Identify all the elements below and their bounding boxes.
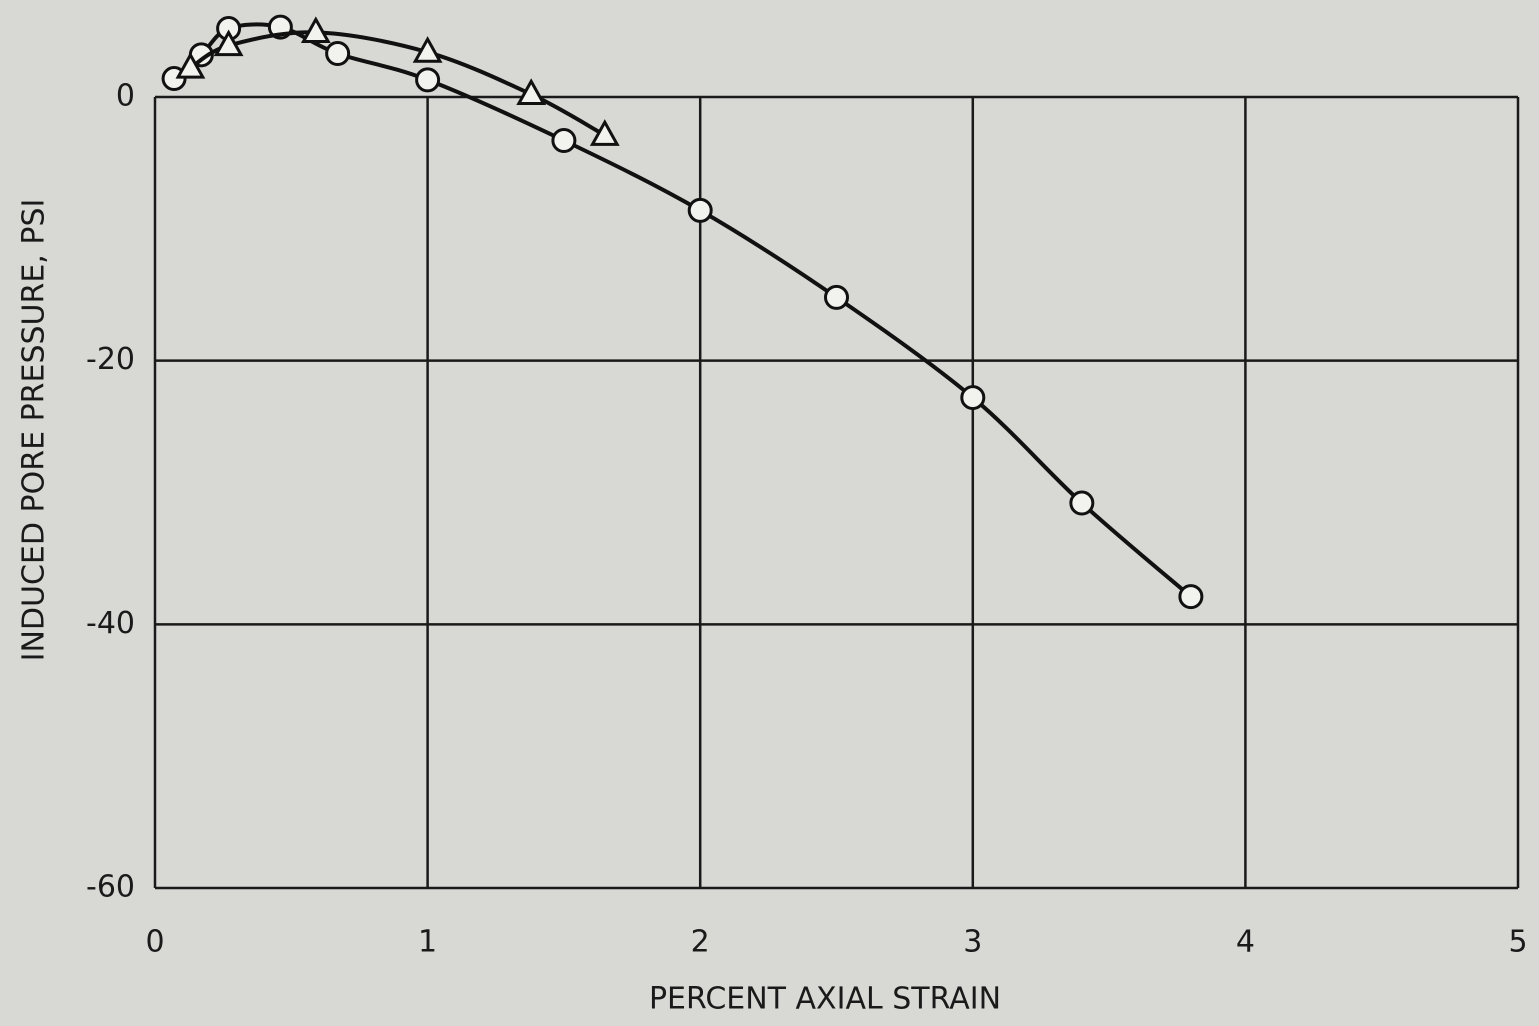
triangle-marker: [175, 51, 206, 79]
x-tick-label: 2: [691, 925, 710, 960]
circle-marker: [551, 128, 577, 154]
triangle-marker: [412, 36, 443, 63]
y-tick-label: 0: [116, 79, 135, 114]
circle-marker: [325, 40, 351, 66]
triangle-marker: [213, 29, 244, 57]
circle-marker: [415, 67, 441, 93]
circle-marker: [1178, 584, 1204, 610]
x-tick-label: 1: [418, 925, 437, 960]
triangle-marker: [516, 78, 547, 105]
x-tick-label: 3: [963, 925, 982, 960]
x-axis-label: PERCENT AXIAL STRAIN: [649, 982, 1001, 1017]
y-tick-label: -20: [86, 342, 135, 377]
x-tick-label: 5: [1508, 925, 1527, 960]
y-axis-label: INDUCED PORE PRESSURE, PSI: [17, 199, 52, 662]
y-tick-label: -40: [86, 606, 135, 641]
circle-marker: [960, 385, 986, 411]
triangle-marker: [589, 119, 620, 146]
y-tick-label: -60: [86, 870, 135, 905]
x-tick-label: 0: [145, 925, 164, 960]
circle-marker: [824, 284, 849, 310]
circle-marker: [1069, 490, 1095, 516]
triangle-marker: [300, 16, 331, 44]
series-line: [172, 22, 1193, 599]
x-tick-label: 4: [1236, 925, 1255, 960]
circle-marker: [687, 197, 713, 223]
